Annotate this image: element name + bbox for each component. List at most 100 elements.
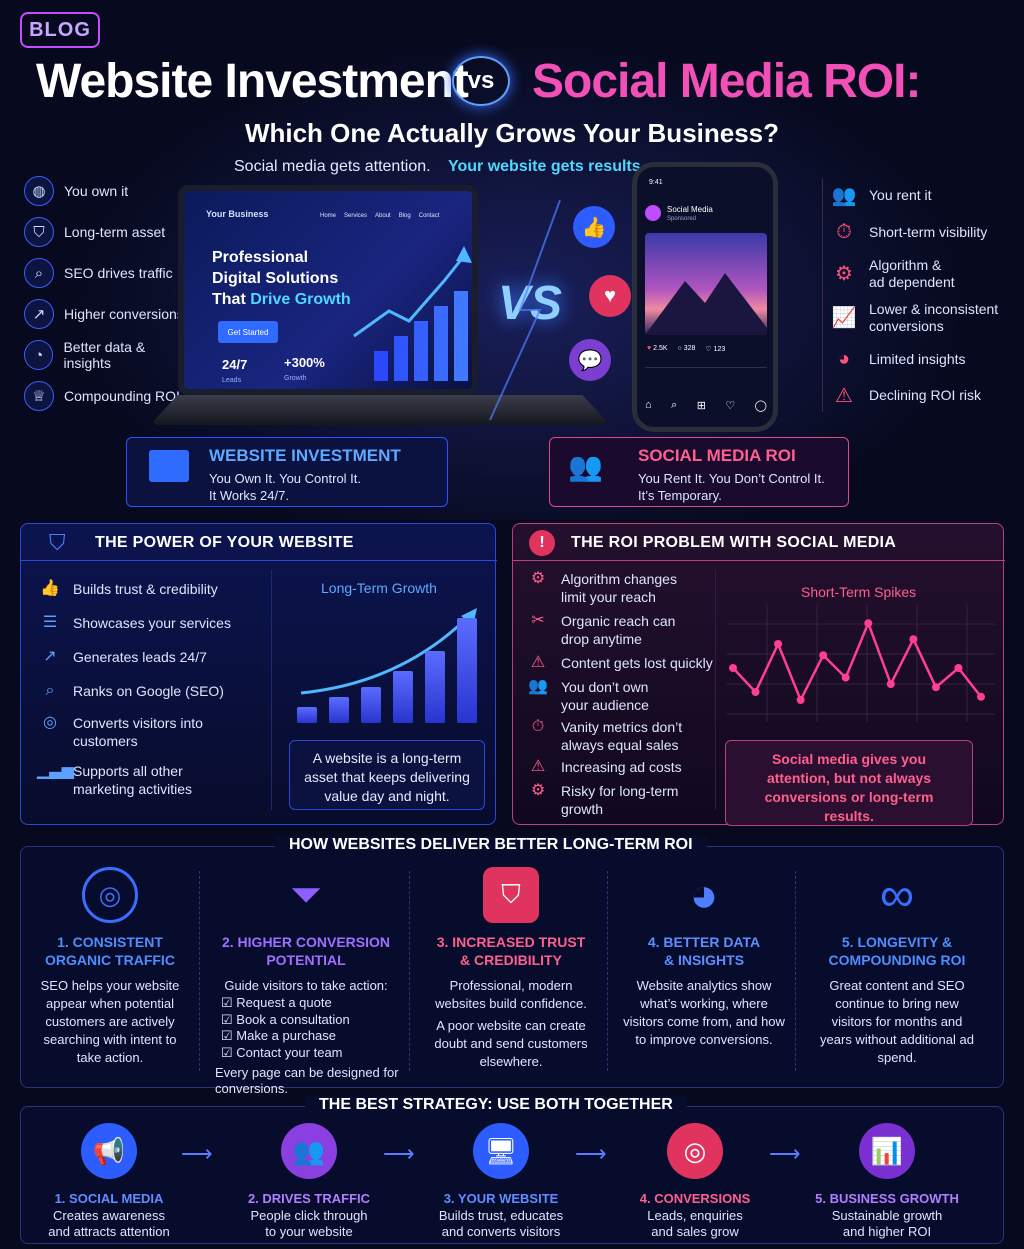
- thumbs-up-icon: 👍: [40, 580, 60, 597]
- chat-bubble-icon: 💬: [569, 339, 611, 381]
- best-strategy-section: THE BEST STRATEGY: USE BOTH TOGETHER 📢 1…: [20, 1096, 1004, 1244]
- list-item: 👥 You don’t own your audience: [525, 678, 725, 718]
- strategy-step: 🖥 3. YOUR WEBSITE Builds trust, educates…: [413, 1123, 589, 1240]
- growth-bar: [361, 686, 381, 723]
- settings-icon: ⚙: [530, 782, 546, 799]
- list-item: ⌕ Ranks on Google (SEO): [37, 682, 267, 714]
- vs-badge: vs: [452, 56, 510, 106]
- spike-point: [774, 640, 783, 648]
- tagline-right: Your website gets results.: [448, 158, 646, 175]
- people-icon: 👥: [831, 184, 857, 207]
- phone-sponsored: Sponsored: [667, 216, 697, 222]
- arrow-right-icon: ⟶: [383, 1141, 415, 1166]
- warning-icon: ⚠: [530, 758, 546, 775]
- search-icon: ⌕: [45, 682, 55, 699]
- strategy-step: ◎ 4. CONVERSIONS Leads, enquiries and sa…: [607, 1123, 783, 1240]
- gear-icon: ⚙: [835, 262, 853, 285]
- nav-home[interactable]: Home: [320, 213, 337, 219]
- nav-services[interactable]: Services: [344, 213, 368, 219]
- heart-outline-icon[interactable]: ♡: [725, 400, 736, 412]
- checklist: ☑ Request a quote ☑ Book a consultation …: [221, 995, 405, 1061]
- vs-lightning: VS: [498, 277, 563, 330]
- timer-icon: ⏱: [531, 718, 545, 735]
- list-item: ⚙ Risky for long-term growth: [525, 782, 725, 822]
- pie-chart-icon: ◔: [24, 340, 54, 370]
- spike-point: [909, 635, 918, 644]
- strategy-step: 👥 2. DRIVES TRAFFIC People click through…: [221, 1123, 397, 1240]
- page-subtitle: Which One Actually Grows Your Business?: [244, 118, 780, 148]
- check-item: ☑ Make a purchase: [221, 1028, 337, 1043]
- power-list: 👍 Builds trust & credibility ☰ Showcases y…: [37, 580, 267, 802]
- list-item: ⏱ Vanity metrics don’t always equal sales: [525, 718, 725, 758]
- list-icon: ☰: [42, 614, 58, 631]
- growth-bar: [329, 696, 349, 723]
- check-item: ☑ Request a quote: [221, 995, 332, 1010]
- section-title: THE POWER OF YOUR WEBSITE: [95, 534, 354, 551]
- growth-bar: [297, 706, 317, 723]
- how-column: ∞ 5. LONGEVITY & COMPOUNDING ROI Great c…: [820, 868, 974, 1066]
- list-item: ⚙ Algorithm changes limit your reach: [525, 570, 725, 612]
- spike-point: [864, 619, 873, 628]
- website-benefit: ⛉ Long-term asset: [24, 215, 194, 249]
- trend-icon: ↗: [43, 648, 57, 665]
- list-item: ✂ Organic reach can drop anytime: [525, 612, 725, 654]
- nav-blog[interactable]: Blog: [398, 213, 411, 219]
- card-title: WEBSITE INVESTMENT: [209, 446, 401, 465]
- spike-point: [751, 688, 760, 696]
- home-icon[interactable]: ⌂: [645, 399, 652, 411]
- lightning-icon: [489, 199, 561, 421]
- monitor-icon: 🖥: [473, 1123, 529, 1179]
- laptop-growth-graphic: [353, 246, 472, 381]
- section-title: HOW WEBSITES DELIVER BETTER LONG-TERM RO…: [275, 836, 707, 854]
- get-started-button[interactable]: Get Started: [218, 321, 278, 343]
- growth-arrow: [300, 608, 477, 695]
- how-column: ⛉ 3. INCREASED TRUST & CREDIBILITY Profe…: [413, 867, 609, 1071]
- divider: [795, 871, 796, 1071]
- blog-badge[interactable]: BLOG: [20, 12, 100, 48]
- website-investment-card: WEBSITE INVESTMENT You Own It. You Contr…: [126, 437, 448, 507]
- nav-about[interactable]: About: [375, 213, 391, 219]
- stat-growth-label: Growth: [284, 375, 307, 382]
- phone-time: 9:41: [649, 179, 663, 186]
- spike-point: [729, 664, 737, 672]
- spike-point: [886, 680, 895, 688]
- roi-problem-list: ⚙ Algorithm changes limit your reach ✂ Org…: [525, 570, 725, 822]
- how-column: ◎ 1. CONSISTENT ORGANIC TRAFFIC SEO help…: [21, 867, 199, 1067]
- social-drawback: ⚠ Declining ROI risk: [829, 378, 1022, 412]
- list-item: ▁▃▅ Supports all other marketing activiti…: [37, 762, 193, 797]
- phone-tab-bar: ⌂ ⌕ ⊞ ♡ ◯: [645, 399, 767, 412]
- laptop-brand: Your Business: [206, 209, 269, 219]
- search-icon[interactable]: ⌕: [671, 399, 678, 411]
- spike-point: [819, 651, 828, 660]
- bar-chart-icon: ▁▃▅: [37, 762, 74, 779]
- spike-point: [977, 692, 985, 701]
- roi-problem-section: ! THE ROI PROBLEM WITH SOCIAL MEDIA ⚙ Alg…: [512, 523, 1005, 826]
- how-websites-section: HOW WEBSITES DELIVER BETTER LONG-TERM RO…: [20, 836, 1004, 1096]
- spike-point: [796, 696, 805, 704]
- target-icon: ◎: [43, 714, 57, 731]
- chart-title: Short-Term Spikes: [801, 584, 917, 600]
- nav-contact[interactable]: Contact: [418, 213, 440, 219]
- shield-icon: ⛉: [24, 217, 54, 247]
- target-icon: ◎: [82, 867, 138, 923]
- shield-rocket-icon: ⛉: [483, 867, 539, 923]
- arrow-right-icon: ⟶: [575, 1141, 607, 1166]
- strategy-step: 📊 5. BUSINESS GROWTH Sustainable growth …: [799, 1123, 975, 1240]
- add-icon[interactable]: ⊞: [696, 400, 706, 412]
- social-drawback: 📈 Lower & inconsistent conversions: [829, 296, 1022, 340]
- profile-icon[interactable]: ◯: [754, 400, 767, 412]
- website-benefit: ◔ Better data & insights: [24, 338, 194, 372]
- laptop-base: [150, 395, 610, 425]
- infinity-icon: ∞: [879, 868, 915, 922]
- social-drawbacks-list: 👥 You rent it ⏱ Short-term visibility ⚙ Alg…: [822, 178, 1022, 412]
- long-term-growth-chart: [291, 608, 481, 723]
- avatar: [645, 205, 661, 221]
- trophy-icon: ♕: [24, 381, 54, 411]
- social-drawback: ⚙ Algorithm & ad dependent: [829, 252, 1022, 296]
- bar-chart-icon: 📈: [831, 306, 857, 329]
- warning-icon: ⚠: [835, 384, 853, 407]
- phone-social-mockup: 9:41 Social Media Sponsored ♥ 2.5K ○ 328…: [632, 162, 778, 432]
- trend-chart-icon: ↗: [24, 299, 54, 329]
- like-count: ♥ 2.5K: [647, 345, 668, 352]
- pie-chart-icon: ◕: [837, 347, 851, 370]
